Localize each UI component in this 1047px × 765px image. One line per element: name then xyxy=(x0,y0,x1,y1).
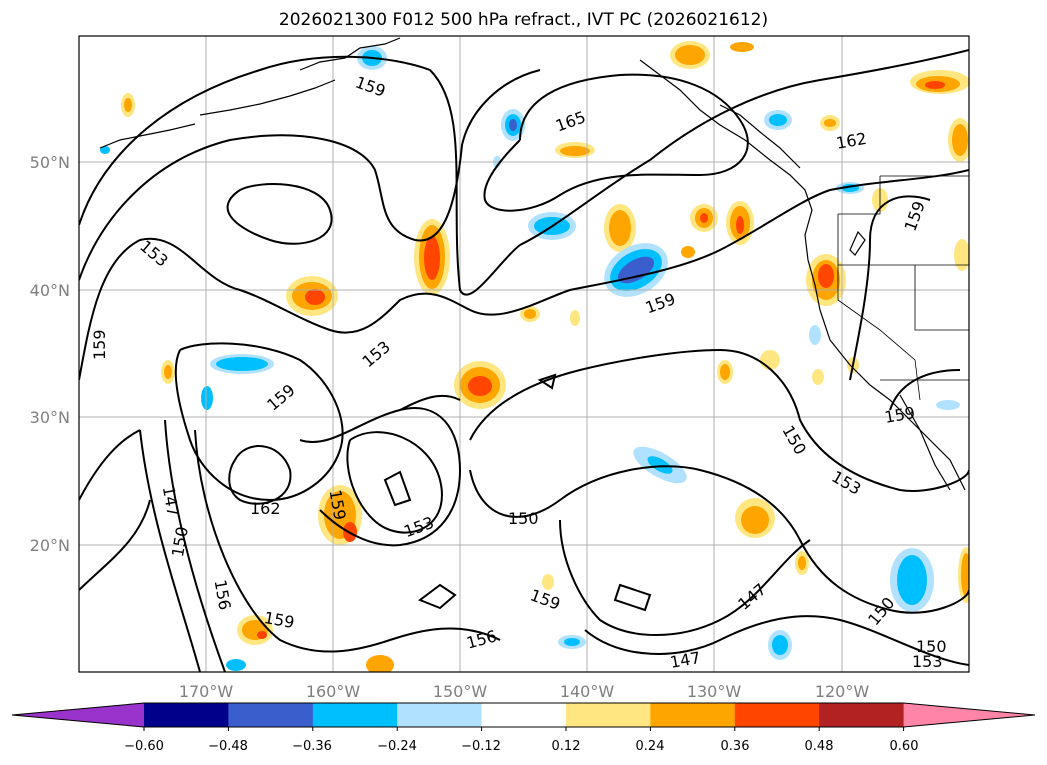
map-title: 2026021300 F012 500 hPa refract., IVT PC… xyxy=(278,10,769,30)
colorbar-segment xyxy=(819,703,905,727)
height-contours xyxy=(79,49,969,672)
colorbar-tick-label: 0.36 xyxy=(721,739,750,754)
colorbar-segment xyxy=(650,703,736,727)
plot-frame xyxy=(78,35,970,673)
contour-label: 162 xyxy=(250,499,281,518)
contour-label: 150 xyxy=(916,637,947,656)
colorbar-ticks: −0.60 −0.48 −0.36 −0.24 −0.12 0.12 0.24 … xyxy=(124,739,918,754)
colorbar-tick-label: −0.24 xyxy=(377,739,417,754)
lat-label: 30°N xyxy=(30,408,70,427)
lon-label: 150°W xyxy=(433,682,488,701)
colorbar-segment xyxy=(312,703,398,727)
lat-label: 20°N xyxy=(30,536,70,555)
colorbar xyxy=(11,702,1036,731)
colorbar-extend-high xyxy=(903,703,1035,727)
contour-label: 150 xyxy=(508,509,539,528)
lon-label: 140°W xyxy=(560,682,615,701)
colorbar-tick-label: 0.24 xyxy=(636,739,665,754)
colorbar-tick-label: 0.48 xyxy=(805,739,834,754)
lon-label: 170°W xyxy=(179,682,234,701)
colorbar-extend-low xyxy=(12,703,144,727)
colorbar-segment xyxy=(228,703,314,727)
lon-label: 160°W xyxy=(306,682,361,701)
colorbar-tick-label: 0.12 xyxy=(552,739,581,754)
lat-label: 40°N xyxy=(30,281,70,300)
lon-label: 130°W xyxy=(687,682,742,701)
gridlines xyxy=(79,36,969,672)
lon-label: 120°W xyxy=(815,682,870,701)
colorbar-tick-label: −0.48 xyxy=(208,739,248,754)
contour-label: 159 xyxy=(90,329,109,360)
plot-area: 159 165 162 153 159 153 159 159 159 162 … xyxy=(79,36,969,672)
lat-label: 50°N xyxy=(30,153,70,172)
colorbar-segment xyxy=(566,703,651,727)
colorbar-tick-label: −0.12 xyxy=(461,739,501,754)
colorbar-segment xyxy=(397,703,483,727)
longitude-labels: 170°W 160°W 150°W 140°W 130°W 120°W xyxy=(179,682,870,701)
latitude-labels: 50°N 40°N 30°N 20°N xyxy=(30,153,70,555)
colorbar-tick-label: −0.60 xyxy=(124,739,164,754)
colorbar-tick-label: 0.60 xyxy=(890,739,919,754)
colorbar-segment xyxy=(144,703,229,727)
political-borders xyxy=(837,175,969,401)
colorbar-tick-label: −0.36 xyxy=(292,739,332,754)
colorbar-segment xyxy=(481,703,567,727)
colorbar-segment xyxy=(734,703,820,727)
contour-label: 153 xyxy=(912,652,943,671)
